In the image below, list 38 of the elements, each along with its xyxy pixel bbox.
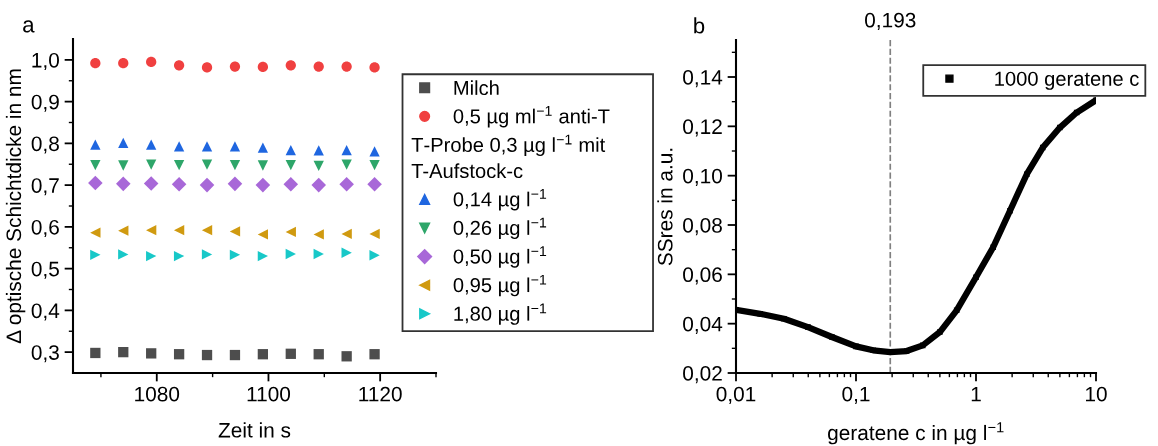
y-tick-label: 0,3 — [31, 345, 59, 363]
x-tick-label: 1100 — [247, 386, 291, 402]
y-tick-label: 0,4 — [31, 303, 60, 321]
legend-label: 0,50 µg l$^{−1}$ — [453, 246, 547, 268]
y-tick-label: 0,12 — [683, 119, 722, 137]
y-tick-label: 0,04 — [683, 316, 723, 334]
x-axis-title: Zeit in s — [218, 422, 291, 438]
legend-label: 0,14 µg l$^{−1}$ — [453, 189, 547, 211]
x-axis-title: geratene c in µg l$^{−1}$ — [828, 422, 1004, 445]
ref-line-label: 0,193 — [865, 12, 916, 31]
x-tick-label: 1080 — [135, 386, 180, 402]
legend-label: 0,95 µg l$^{−1}$ — [453, 274, 547, 297]
x-tick-label: 1120 — [359, 386, 402, 402]
x-tick-label: 1 — [971, 386, 981, 402]
y-tick-label: 0,9 — [31, 94, 59, 112]
y-tick-label: 0,5 — [31, 261, 59, 279]
legend-label: 1000 geratene c — [995, 71, 1139, 90]
y-tick-label: 0,8 — [31, 136, 59, 154]
x-tick-label: 0,1 — [842, 386, 870, 404]
chart-title: b — [694, 17, 705, 34]
chart-title: a — [23, 20, 35, 33]
legend-label: 0,26 µg l$^{−1}$ — [453, 217, 547, 240]
legend-label: 1,80 µg l$^{−1}$ — [454, 303, 547, 325]
y-tick-label: 0,02 — [683, 366, 722, 384]
y-tick-label: 0,10 — [683, 168, 722, 186]
text: T-Probe 0,3 µg l$^{−1}$ mit T-Aufstock-c — [411, 134, 606, 179]
x-tick-label: 10 — [1086, 386, 1107, 402]
y-tick-label: 0,14 — [683, 70, 723, 88]
y-axis-title: SSres in a.u. — [657, 148, 673, 266]
x-tick-label: 0,01 — [716, 386, 756, 404]
legend-label: 0,5 µg ml$^{−1}$ anti-T — [453, 106, 610, 128]
y-tick-label: 0,08 — [683, 218, 722, 236]
y-tick-label: 1,0 — [32, 52, 59, 71]
y-axis-title: Δ optische Schichtdicke in nm — [5, 69, 26, 344]
y-tick-label: 0,06 — [683, 267, 722, 285]
y-tick-label: 0,7 — [31, 178, 59, 196]
legend-label: Milch — [454, 80, 499, 96]
y-tick-label: 0,6 — [31, 219, 59, 238]
